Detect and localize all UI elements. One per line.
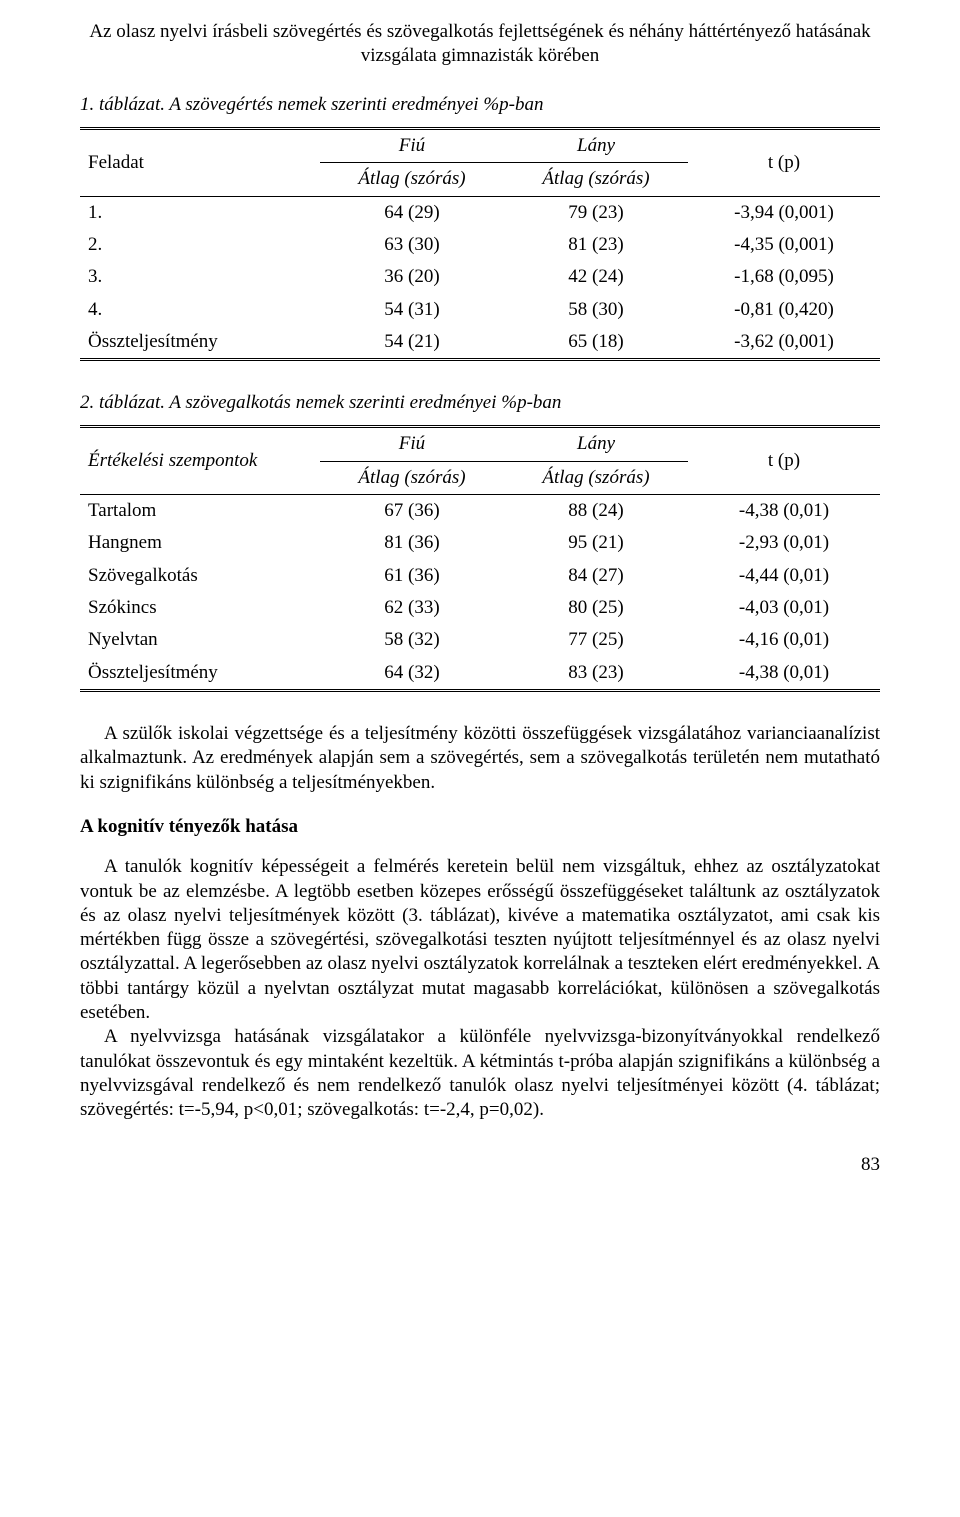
cell-t: -4,38 (0,01) [688,495,880,528]
table-row: 1. 64 (29) 79 (23) -3,94 (0,001) [80,196,880,229]
table2: Értékelési szempontok Fiú Lány t (p) Átl… [80,425,880,692]
table2-head-fiu-sub: Átlag (szórás) [320,461,504,494]
table-row: 3. 36 (20) 42 (24) -1,68 (0,095) [80,261,880,293]
cell-label: 4. [80,294,320,326]
table2-head-tp: t (p) [688,427,880,495]
running-title: Az olasz nyelvi írásbeli szövegértés és … [80,20,880,69]
table2-head-szempont: Értékelési szempontok [80,427,320,495]
cell-t: -2,93 (0,01) [688,527,880,559]
table-row: Hangnem 81 (36) 95 (21) -2,93 (0,01) [80,527,880,559]
cell-fiu: 63 (30) [320,229,504,261]
cell-fiu: 62 (33) [320,592,504,624]
table2-head-lany: Lány [504,427,688,461]
table1-caption: 1. táblázat. A szövegértés nemek szerint… [80,93,880,117]
cell-fiu: 64 (32) [320,657,504,691]
table-row: Nyelvtan 58 (32) 77 (25) -4,16 (0,01) [80,624,880,656]
cell-t: -3,62 (0,001) [688,326,880,360]
cell-lany: 65 (18) [504,326,688,360]
cell-t: -1,68 (0,095) [688,261,880,293]
table1-head-feladat: Feladat [80,128,320,196]
cell-lany: 42 (24) [504,261,688,293]
table1-head-fiu-sub: Átlag (szórás) [320,163,504,196]
table1: Feladat Fiú Lány t (p) Átlag (szórás) Át… [80,127,880,361]
cell-t: -3,94 (0,001) [688,196,880,229]
cell-t: -4,16 (0,01) [688,624,880,656]
table-row: Összteljesítmény 64 (32) 83 (23) -4,38 (… [80,657,880,691]
cell-fiu: 36 (20) [320,261,504,293]
table-row: 4. 54 (31) 58 (30) -0,81 (0,420) [80,294,880,326]
cell-t: -4,35 (0,001) [688,229,880,261]
cell-t: -4,44 (0,01) [688,560,880,592]
cell-label: Szókincs [80,592,320,624]
cell-lany: 81 (23) [504,229,688,261]
cell-lany: 88 (24) [504,495,688,528]
table2-head-lany-sub: Átlag (szórás) [504,461,688,494]
table1-head-lany: Lány [504,128,688,162]
paragraph-2: A tanulók kognitív képességeit a felméré… [80,855,880,1025]
cell-t: -4,38 (0,01) [688,657,880,691]
cell-lany: 58 (30) [504,294,688,326]
cell-label: Hangnem [80,527,320,559]
table1-body: 1. 64 (29) 79 (23) -3,94 (0,001) 2. 63 (… [80,196,880,360]
cell-t: -4,03 (0,01) [688,592,880,624]
cell-lany: 79 (23) [504,196,688,229]
table-row: Szókincs 62 (33) 80 (25) -4,03 (0,01) [80,592,880,624]
cell-lany: 84 (27) [504,560,688,592]
cell-fiu: 54 (31) [320,294,504,326]
table1-head-fiu: Fiú [320,128,504,162]
cell-label: Nyelvtan [80,624,320,656]
cell-fiu: 67 (36) [320,495,504,528]
cell-label: Összteljesítmény [80,326,320,360]
table2-body: Tartalom 67 (36) 88 (24) -4,38 (0,01) Ha… [80,495,880,691]
page: Az olasz nyelvi írásbeli szövegértés és … [0,0,960,1217]
cell-fiu: 81 (36) [320,527,504,559]
cell-fiu: 61 (36) [320,560,504,592]
cell-fiu: 58 (32) [320,624,504,656]
section-heading: A kognitív tényezők hatása [80,815,880,839]
cell-label: 3. [80,261,320,293]
cell-lany: 95 (21) [504,527,688,559]
table-row: Tartalom 67 (36) 88 (24) -4,38 (0,01) [80,495,880,528]
cell-lany: 77 (25) [504,624,688,656]
cell-label: Tartalom [80,495,320,528]
cell-lany: 80 (25) [504,592,688,624]
cell-label: 2. [80,229,320,261]
table1-head-tp: t (p) [688,128,880,196]
cell-label: Összteljesítmény [80,657,320,691]
cell-fiu: 64 (29) [320,196,504,229]
table2-head-fiu: Fiú [320,427,504,461]
cell-label: 1. [80,196,320,229]
table-row: 2. 63 (30) 81 (23) -4,35 (0,001) [80,229,880,261]
running-title-line2: vizsgálata gimnazisták körében [361,45,599,66]
cell-t: -0,81 (0,420) [688,294,880,326]
cell-fiu: 54 (21) [320,326,504,360]
page-number: 83 [80,1153,880,1177]
table1-head-lany-sub: Átlag (szórás) [504,163,688,196]
table-row: Szövegalkotás 61 (36) 84 (27) -4,44 (0,0… [80,560,880,592]
paragraph-3: A nyelvvizsga hatásának vizsgálatakor a … [80,1025,880,1122]
cell-lany: 83 (23) [504,657,688,691]
running-title-line1: Az olasz nyelvi írásbeli szövegértés és … [89,21,870,42]
cell-label: Szövegalkotás [80,560,320,592]
table2-caption: 2. táblázat. A szövegalkotás nemek szeri… [80,391,880,415]
paragraph-1: A szülők iskolai végzettsége és a teljes… [80,722,880,795]
table-row: Összteljesítmény 54 (21) 65 (18) -3,62 (… [80,326,880,360]
